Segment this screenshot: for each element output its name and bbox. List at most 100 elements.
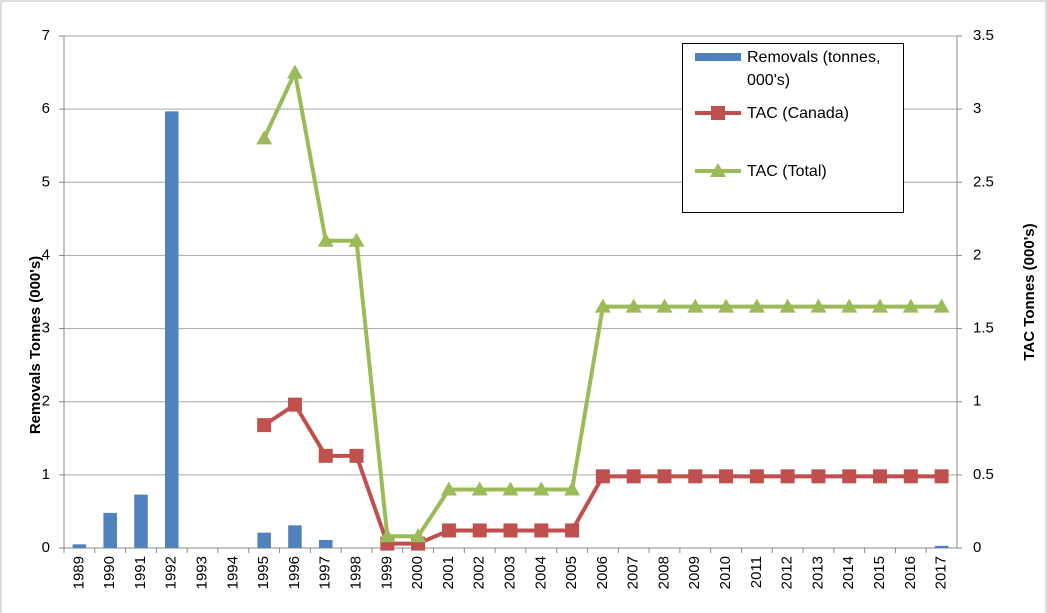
marker <box>719 469 734 484</box>
legend-label: TAC (Total) <box>747 163 827 180</box>
marker <box>317 232 334 247</box>
legend-swatch <box>695 53 741 61</box>
bar <box>165 111 179 548</box>
marker <box>841 298 858 313</box>
marker <box>657 469 672 484</box>
marker <box>257 418 272 433</box>
x-tick-label: 1996 <box>286 556 303 589</box>
marker <box>625 298 642 313</box>
marker <box>872 298 889 313</box>
y2-axis-title: TAC Tonnes (000's) <box>1021 223 1038 360</box>
marker <box>748 298 765 313</box>
y2-tick-label: 2 <box>973 246 981 263</box>
y-tick-label: 0 <box>42 539 50 556</box>
x-tick-label: 1999 <box>378 556 395 589</box>
bar <box>288 525 302 548</box>
x-tick-label: 2006 <box>594 556 611 589</box>
x-tick-label: 1993 <box>194 556 211 589</box>
x-tick-label: 2016 <box>902 556 919 589</box>
x-tick-label: 1994 <box>224 556 241 589</box>
marker <box>502 481 519 496</box>
marker <box>349 448 364 463</box>
y-tick-label: 3 <box>42 320 50 337</box>
x-tick-label: 1992 <box>163 556 180 589</box>
y-tick-label: 7 <box>42 27 50 44</box>
marker <box>780 469 795 484</box>
legend-swatch <box>695 106 741 120</box>
marker <box>256 130 273 145</box>
marker <box>472 523 487 538</box>
legend-label: Removals (tonnes, 000's) <box>747 49 881 89</box>
y-axis-title: Removals Tonnes (000's) <box>27 256 44 434</box>
bar <box>257 532 271 548</box>
y-tick-label: 6 <box>42 100 50 117</box>
legend: Removals (tonnes, 000's) TAC (Canada) TAC … <box>682 43 904 213</box>
x-tick-label: 1995 <box>255 556 272 589</box>
legend-swatch <box>695 163 741 177</box>
bar <box>934 545 949 548</box>
bar <box>103 512 117 548</box>
x-tick-label: 2014 <box>840 556 857 589</box>
legend-bar <box>695 53 741 61</box>
y2-tick-label: 1.5 <box>973 320 994 337</box>
marker <box>811 469 826 484</box>
x-tick-label: 2017 <box>933 556 950 589</box>
y2-tick-label: 0.5 <box>973 466 994 483</box>
marker <box>564 481 581 496</box>
y-tick-label: 4 <box>42 246 50 263</box>
marker <box>749 469 764 484</box>
marker <box>471 481 488 496</box>
x-tick-label: 2005 <box>563 556 580 589</box>
marker <box>410 528 427 543</box>
x-tick-label: 1997 <box>317 556 334 589</box>
marker <box>594 298 611 313</box>
y2-tick-label: 1 <box>973 393 981 410</box>
x-tick-label: 1998 <box>348 556 365 589</box>
y-tick-label: 5 <box>42 173 50 190</box>
bar <box>134 494 148 548</box>
marker <box>873 469 888 484</box>
legend-item: TAC (Total) <box>695 160 892 183</box>
marker <box>287 397 302 412</box>
marker <box>533 481 550 496</box>
marker <box>595 469 610 484</box>
marker <box>903 469 918 484</box>
x-tick-label: 2013 <box>809 556 826 589</box>
x-tick-label: 2003 <box>501 556 518 589</box>
x-tick-label: 1989 <box>70 556 87 589</box>
marker <box>902 298 919 313</box>
x-tick-label: 1990 <box>101 556 118 589</box>
y2-tick-label: 3.5 <box>973 27 994 44</box>
marker <box>933 298 950 313</box>
x-tick-label: 2000 <box>409 556 426 589</box>
y2-tick-label: 0 <box>973 539 981 556</box>
x-tick-label: 2009 <box>686 556 703 589</box>
marker <box>565 523 580 538</box>
legend-item: Removals (tonnes, 000's) <box>695 46 887 92</box>
marker <box>379 528 396 543</box>
marker <box>934 469 949 484</box>
x-tick-label: 2010 <box>717 556 734 589</box>
x-tick-label: 2002 <box>471 556 488 589</box>
legend-label: TAC (Canada) <box>747 105 849 122</box>
marker <box>656 298 673 313</box>
marker <box>286 64 303 79</box>
marker <box>842 469 857 484</box>
marker <box>440 481 457 496</box>
marker <box>348 232 365 247</box>
y-tick-label: 2 <box>42 393 50 410</box>
bar <box>72 544 87 548</box>
x-tick-label: 2012 <box>779 556 796 589</box>
x-tick-label: 2001 <box>440 556 457 589</box>
y2-tick-label: 3 <box>973 100 981 117</box>
legend-marker <box>711 106 725 120</box>
marker <box>318 448 333 463</box>
marker <box>534 523 549 538</box>
y-tick-label: 1 <box>42 466 50 483</box>
marker <box>626 469 641 484</box>
marker <box>687 298 704 313</box>
bar <box>318 539 333 548</box>
